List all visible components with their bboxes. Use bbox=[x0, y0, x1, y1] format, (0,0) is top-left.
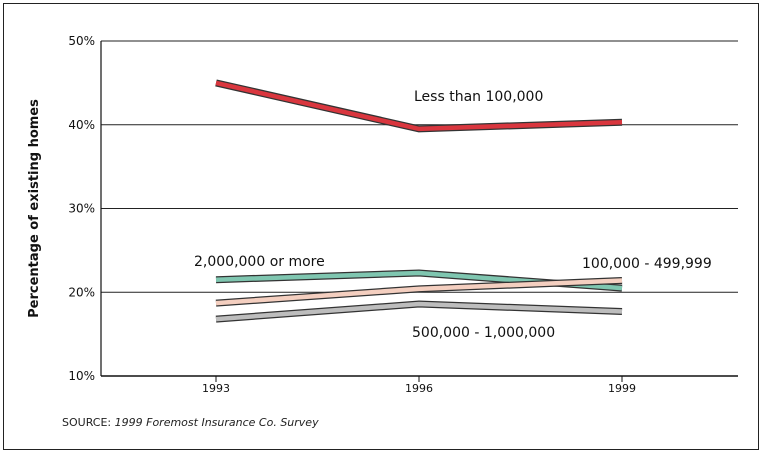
x-tick-label: 1993 bbox=[202, 382, 230, 395]
series-line bbox=[215, 80, 623, 132]
y-tick-label: 50% bbox=[68, 34, 95, 48]
y-tick-label: 20% bbox=[68, 285, 95, 299]
y-tick-label: 10% bbox=[68, 369, 95, 383]
chart-frame: 10% 20% 30% 40% 50% 1993 1996 1999 Percentage of… bbox=[3, 3, 759, 450]
x-tick-label: 1996 bbox=[405, 382, 433, 395]
series-label: 500,000 - 1,000,000 bbox=[412, 325, 555, 341]
source-note: SOURCE: 1999 Foremost Insurance Co. Surv… bbox=[62, 416, 319, 429]
series-label: Less than 100,000 bbox=[414, 89, 543, 105]
series-line-outline bbox=[215, 300, 623, 323]
series-label: 100,000 - 499,999 bbox=[582, 256, 712, 272]
source-prefix: SOURCE: bbox=[62, 416, 115, 429]
line-chart: 10% 20% 30% 40% 50% 1993 1996 1999 Percentage of… bbox=[27, 34, 738, 395]
y-axis-title: Percentage of existing homes bbox=[27, 99, 42, 318]
y-tick-label: 40% bbox=[68, 118, 95, 132]
series-line bbox=[215, 278, 623, 306]
y-tick-label: 30% bbox=[68, 202, 95, 216]
series-line bbox=[215, 301, 623, 322]
series-label: 2,000,000 or more bbox=[194, 254, 325, 270]
x-tick-label: 1999 bbox=[608, 382, 636, 395]
source-text: 1999 Foremost Insurance Co. Survey bbox=[114, 416, 319, 429]
